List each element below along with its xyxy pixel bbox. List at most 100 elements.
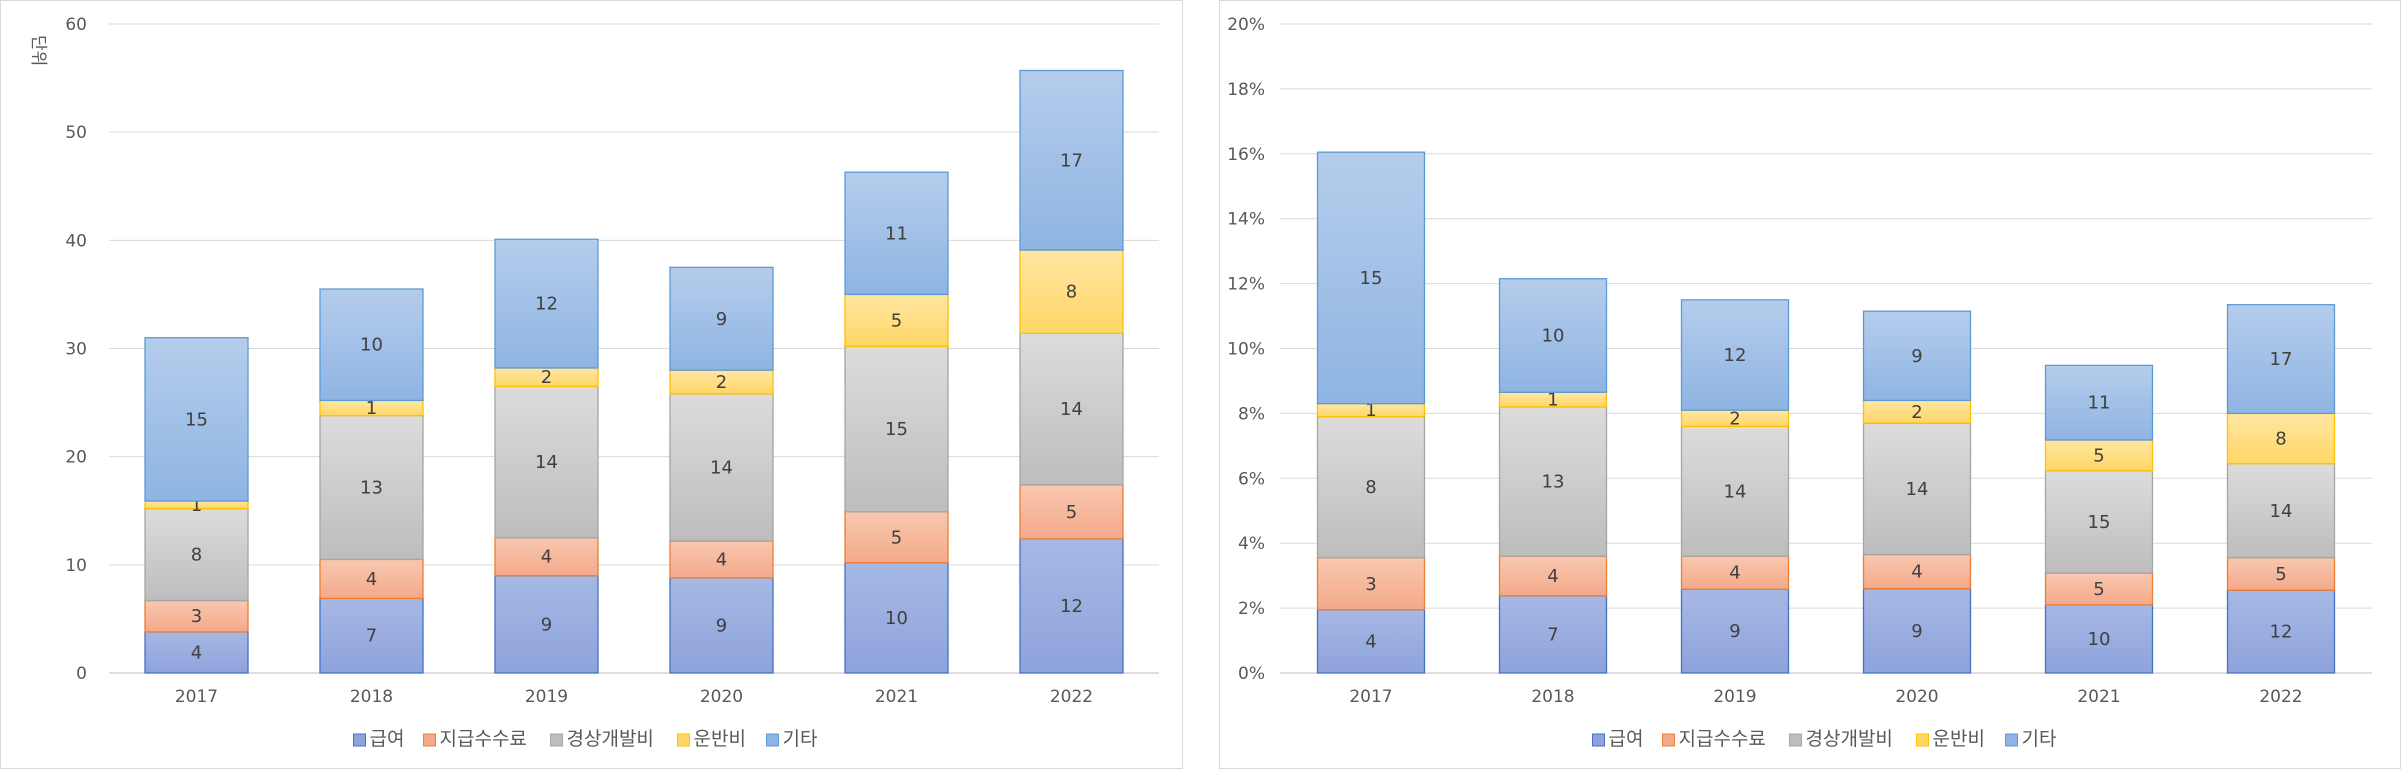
data-label: 10 bbox=[1542, 326, 1565, 347]
legend-label: 운반비 bbox=[694, 728, 746, 750]
x-tick-label: 2017 bbox=[175, 687, 218, 707]
data-label: 3 bbox=[1365, 574, 1376, 595]
data-label: 8 bbox=[191, 545, 202, 566]
legend-label: 급여 bbox=[1609, 728, 1644, 750]
x-tick-label: 2019 bbox=[1713, 687, 1756, 707]
x-tick-label: 2022 bbox=[1050, 687, 1093, 707]
legend-swatch-지급수수료 bbox=[423, 733, 436, 747]
data-label: 5 bbox=[891, 310, 902, 331]
bar-경상개발비-2018 bbox=[1498, 406, 1608, 557]
data-label: 14 bbox=[1060, 399, 1083, 420]
data-label: 2 bbox=[1729, 408, 1740, 429]
data-label: 2 bbox=[541, 367, 552, 388]
y-tick-label: 0 bbox=[76, 664, 87, 684]
y-tick-label: 20% bbox=[1227, 15, 1265, 35]
bar-기타-2018 bbox=[1498, 278, 1608, 393]
y-tick-label: 60 bbox=[65, 15, 87, 35]
bar-지급수수료-2018 bbox=[1498, 555, 1608, 597]
y-tick-label: 2% bbox=[1238, 599, 1265, 619]
legend-swatch-운반비 bbox=[1916, 733, 1929, 747]
legend-label: 운반비 bbox=[1933, 728, 1985, 750]
y-tick-label: 16% bbox=[1227, 145, 1265, 165]
data-label: 15 bbox=[2088, 512, 2111, 533]
data-label: 5 bbox=[2093, 445, 2104, 466]
data-label: 12 bbox=[1060, 596, 1083, 617]
bar-경상개발비-2017 bbox=[144, 507, 249, 602]
bar-지급수수료-2022 bbox=[1019, 484, 1124, 540]
legend-swatch-기타 bbox=[766, 733, 779, 747]
bar-지급수수료-2022 bbox=[2226, 557, 2336, 591]
bar-급여-2017 bbox=[1316, 609, 1426, 674]
data-label: 14 bbox=[1724, 481, 1747, 502]
bar-급여-2019 bbox=[1680, 588, 1790, 674]
data-label: 4 bbox=[1729, 563, 1740, 584]
y-tick-label: 18% bbox=[1227, 80, 1265, 100]
y-tick-label: 10% bbox=[1227, 340, 1265, 360]
bar-경상개발비-2021 bbox=[844, 345, 949, 513]
x-tick-label: 2019 bbox=[525, 687, 568, 707]
bar-급여-2022 bbox=[2226, 589, 2336, 674]
data-label: 15 bbox=[185, 409, 208, 430]
legend-swatch-급여 bbox=[353, 733, 366, 747]
data-label: 4 bbox=[1911, 562, 1922, 583]
data-label: 8 bbox=[1365, 477, 1376, 498]
bar-경상개발비-2019 bbox=[494, 385, 599, 539]
bar-지급수수료-2019 bbox=[1680, 555, 1790, 590]
legend-label: 급여 bbox=[370, 728, 405, 750]
data-label: 12 bbox=[535, 294, 558, 315]
data-label: 9 bbox=[716, 615, 727, 636]
x-tick-label: 2020 bbox=[1895, 687, 1938, 707]
x-tick-label: 2020 bbox=[700, 687, 743, 707]
bar-기타-2020 bbox=[1862, 310, 1972, 402]
data-label: 14 bbox=[535, 452, 558, 473]
bar-경상개발비-2017 bbox=[1316, 415, 1426, 559]
bar-지급수수료-2020 bbox=[1862, 553, 1972, 590]
bar-기타-2022 bbox=[2226, 304, 2336, 415]
data-label: 12 bbox=[1724, 345, 1747, 366]
y-tick-label: 8% bbox=[1238, 404, 1265, 424]
data-label: 4 bbox=[366, 569, 377, 590]
legend-swatch-급여 bbox=[1592, 733, 1605, 747]
legend-label: 지급수수료 bbox=[440, 728, 527, 750]
legend-swatch-기타 bbox=[2005, 733, 2018, 747]
legend-label: 경상개발비 bbox=[567, 728, 654, 750]
bar-지급수수료-2021 bbox=[844, 511, 949, 564]
data-label: 10 bbox=[360, 335, 383, 356]
data-label: 7 bbox=[1547, 624, 1558, 645]
legend-label: 기타 bbox=[2022, 728, 2057, 750]
bar-운반비-2022 bbox=[1019, 249, 1124, 335]
bar-지급수수료-2020 bbox=[669, 540, 774, 579]
data-label: 4 bbox=[1547, 566, 1558, 587]
legend-swatch-경상개발비 bbox=[550, 733, 563, 747]
x-tick-label: 2021 bbox=[2077, 687, 2120, 707]
chart-panel-left: 0 10 20 30 40 50 60 단위 4 3 8 1 15 2017 7 4 13 1 10 2018 9 4 14… bbox=[0, 0, 1183, 769]
data-label: 11 bbox=[885, 223, 908, 244]
chart-right-svg: 0%2%4%6%8%10%12%14%16%18%20%438115201774… bbox=[1227, 15, 2372, 750]
chart-left-svg: 0102030405060단위4381152017741311020189414… bbox=[28, 15, 1159, 750]
data-label: 2 bbox=[716, 372, 727, 393]
bar-기타-2022 bbox=[1019, 69, 1124, 251]
bar-지급수수료-2019 bbox=[494, 537, 599, 577]
data-label: 17 bbox=[2270, 349, 2293, 370]
bar-경상개발비-2020 bbox=[1862, 422, 1972, 556]
data-label: 4 bbox=[716, 549, 727, 570]
bar-기타-2021 bbox=[844, 171, 949, 296]
bar-운반비-2021 bbox=[844, 293, 949, 347]
bar-지급수수료-2018 bbox=[319, 558, 424, 600]
y-tick-label: 14% bbox=[1227, 210, 1265, 230]
bar-경상개발비-2021 bbox=[2044, 470, 2154, 574]
data-label: 9 bbox=[1911, 346, 1922, 367]
y-tick-label: 12% bbox=[1227, 275, 1265, 295]
x-tick-label: 2017 bbox=[1349, 687, 1392, 707]
bar-지급수수료-2017 bbox=[1316, 557, 1426, 611]
legend-label: 지급수수료 bbox=[1679, 728, 1766, 750]
data-label: 9 bbox=[1729, 621, 1740, 642]
data-label: 9 bbox=[541, 614, 552, 635]
bar-급여-2017 bbox=[144, 631, 249, 674]
data-label: 17 bbox=[1060, 150, 1083, 171]
data-label: 10 bbox=[2088, 629, 2111, 650]
y-tick-label: 10 bbox=[65, 556, 87, 576]
bar-급여-2018 bbox=[1498, 595, 1608, 674]
y-tick-label: 0% bbox=[1238, 664, 1265, 684]
bar-급여-2021 bbox=[844, 562, 949, 674]
